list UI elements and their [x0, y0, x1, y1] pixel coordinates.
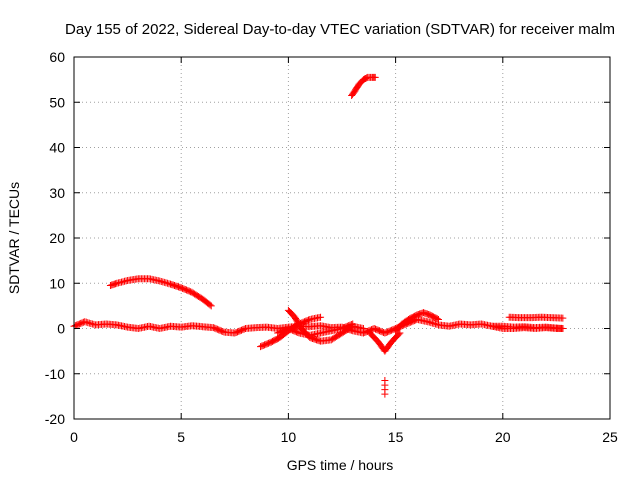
- y-tick-label: 30: [49, 185, 65, 201]
- y-tick-label: 10: [49, 275, 65, 291]
- data-point: [305, 316, 312, 324]
- x-tick-label: 0: [70, 429, 78, 445]
- y-tick-label: 40: [49, 140, 65, 156]
- series-arc-morning: [106, 275, 215, 310]
- x-tick-label: 10: [281, 429, 297, 445]
- x-tick-label: 15: [388, 429, 404, 445]
- data-point: [347, 321, 355, 329]
- series-late-baseline: [488, 322, 567, 332]
- data-point: [219, 328, 227, 336]
- data-point: [207, 302, 215, 310]
- y-tick-label: -10: [45, 366, 65, 382]
- data-point: [396, 329, 404, 337]
- y-tick-label: -20: [45, 411, 65, 427]
- x-axis-label: GPS time / hours: [287, 457, 394, 473]
- data-point: [359, 325, 367, 332]
- y-axis-label: SDTVAR / TECUs: [6, 182, 22, 294]
- data-point: [433, 315, 441, 323]
- data-point: [294, 328, 302, 336]
- data-point: [349, 320, 357, 328]
- x-tick-label: 5: [177, 429, 185, 445]
- y-tick-label: 60: [49, 49, 65, 65]
- series-outlier-column: [381, 377, 389, 398]
- x-tick-label: 25: [602, 429, 618, 445]
- data-point: [240, 325, 248, 333]
- series-crossing-branch: [274, 320, 357, 339]
- y-tick-label: 20: [49, 230, 65, 246]
- chart-title: Day 155 of 2022, Sidereal Day-to-day VTE…: [65, 21, 615, 38]
- data-point: [559, 314, 567, 322]
- data-layer: [70, 73, 567, 398]
- series-segment-high: [348, 73, 379, 99]
- data-point: [559, 325, 567, 332]
- x-tick-label: 20: [495, 429, 511, 445]
- data-point: [317, 313, 325, 321]
- series-recovery: [392, 309, 442, 335]
- series-dip: [366, 329, 404, 355]
- data-point: [395, 330, 403, 338]
- y-tick-label: 50: [49, 94, 65, 110]
- data-point: [434, 315, 442, 323]
- y-tick-label: 0: [57, 321, 65, 337]
- series-late-segment: [505, 313, 567, 322]
- data-point: [206, 301, 214, 309]
- data-point: [371, 73, 379, 81]
- data-point: [381, 390, 389, 398]
- tick-layer: 0 5 10 15 20 25 -20 -10 0 10 20 30 40 50 60: [45, 49, 618, 445]
